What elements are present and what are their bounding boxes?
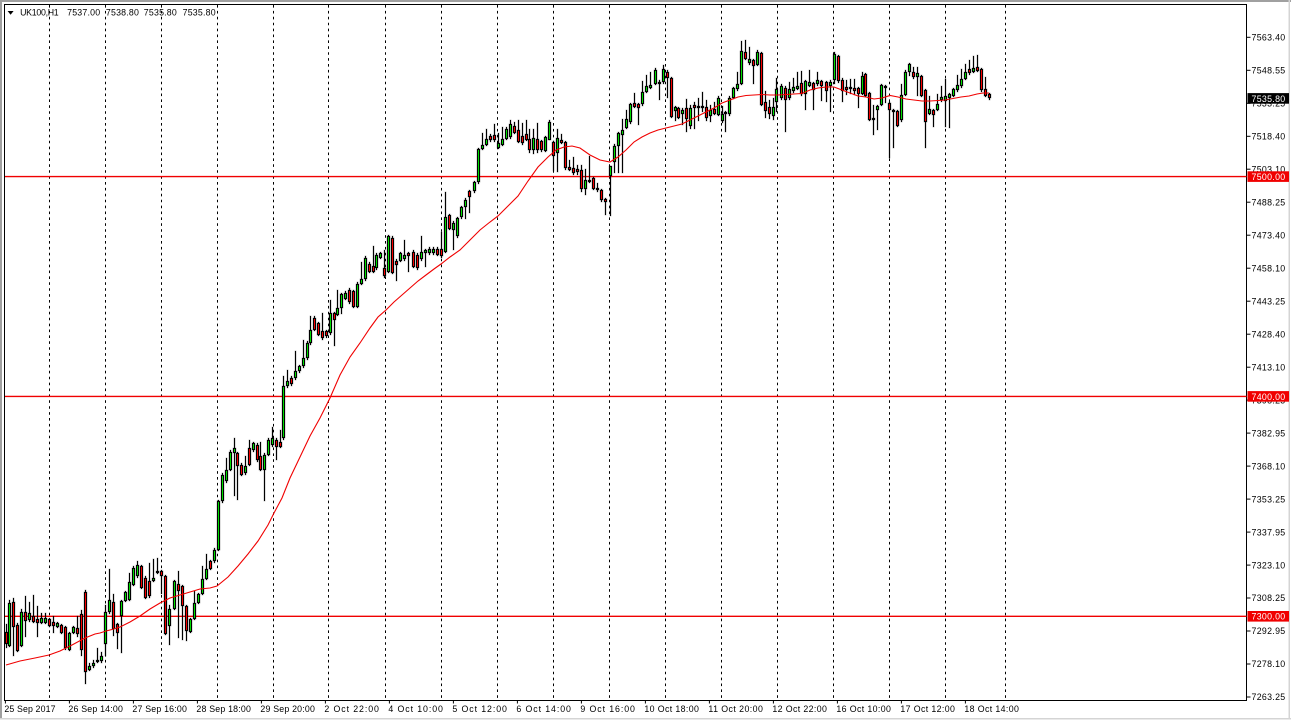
svg-text:26 Sep 14:00: 26 Sep 14:00 <box>68 704 123 714</box>
svg-text:4 Oct 10:00: 4 Oct 10:00 <box>388 704 443 714</box>
svg-text:7488.25: 7488.25 <box>1252 197 1286 207</box>
svg-text:9 Oct 16:00: 9 Oct 16:00 <box>580 704 635 714</box>
svg-text:6 Oct 14:00: 6 Oct 14:00 <box>516 704 571 714</box>
svg-text:10 Oct 18:00: 10 Oct 18:00 <box>644 704 699 714</box>
svg-text:7458.10: 7458.10 <box>1252 263 1286 273</box>
svg-text:28 Sep 18:00: 28 Sep 18:00 <box>196 704 251 714</box>
svg-text:2 Oct 22:00: 2 Oct 22:00 <box>324 704 379 714</box>
svg-text:7300.00: 7300.00 <box>1252 612 1286 622</box>
svg-text:7278.10: 7278.10 <box>1252 659 1286 669</box>
svg-text:7337.95: 7337.95 <box>1252 527 1286 537</box>
svg-text:7428.40: 7428.40 <box>1252 329 1286 339</box>
svg-text:7535.80: 7535.80 <box>144 7 177 17</box>
svg-text:7292.95: 7292.95 <box>1252 626 1286 636</box>
svg-text:17 Oct 12:00: 17 Oct 12:00 <box>900 704 955 714</box>
svg-text:7323.10: 7323.10 <box>1252 560 1286 570</box>
svg-text:7500.00: 7500.00 <box>1252 172 1286 182</box>
svg-text:7563.40: 7563.40 <box>1252 33 1286 43</box>
svg-text:7368.10: 7368.10 <box>1252 461 1286 471</box>
svg-text:7382.95: 7382.95 <box>1252 428 1286 438</box>
svg-text:7443.25: 7443.25 <box>1252 296 1286 306</box>
svg-text:11 Oct 20:00: 11 Oct 20:00 <box>708 704 763 714</box>
svg-text:7308.25: 7308.25 <box>1252 593 1286 603</box>
svg-text:5 Oct 12:00: 5 Oct 12:00 <box>452 704 507 714</box>
svg-text:7538.80: 7538.80 <box>106 7 139 17</box>
svg-text:7535.80: 7535.80 <box>183 7 216 17</box>
svg-text:7400.00: 7400.00 <box>1252 392 1286 402</box>
svg-text:27 Sep 16:00: 27 Sep 16:00 <box>132 704 187 714</box>
svg-text:7353.25: 7353.25 <box>1252 494 1286 504</box>
svg-text:7503.10: 7503.10 <box>1252 164 1286 174</box>
svg-text:7413.10: 7413.10 <box>1252 362 1286 372</box>
svg-text:16 Oct 10:00: 16 Oct 10:00 <box>836 704 891 714</box>
svg-text:29 Sep 20:00: 29 Sep 20:00 <box>260 704 315 714</box>
svg-text:18 Oct 14:00: 18 Oct 14:00 <box>964 704 1019 714</box>
svg-text:12 Oct 22:00: 12 Oct 22:00 <box>772 704 827 714</box>
svg-text:25 Sep 2017: 25 Sep 2017 <box>4 704 55 714</box>
svg-text:7535.80: 7535.80 <box>1252 94 1286 104</box>
svg-text:7518.40: 7518.40 <box>1252 132 1286 142</box>
svg-text:7548.55: 7548.55 <box>1252 66 1286 76</box>
svg-text:7263.25: 7263.25 <box>1252 692 1286 702</box>
svg-text:7537.00: 7537.00 <box>67 7 100 17</box>
svg-text:UK100,H1: UK100,H1 <box>20 7 59 17</box>
svg-text:7473.40: 7473.40 <box>1252 230 1286 240</box>
